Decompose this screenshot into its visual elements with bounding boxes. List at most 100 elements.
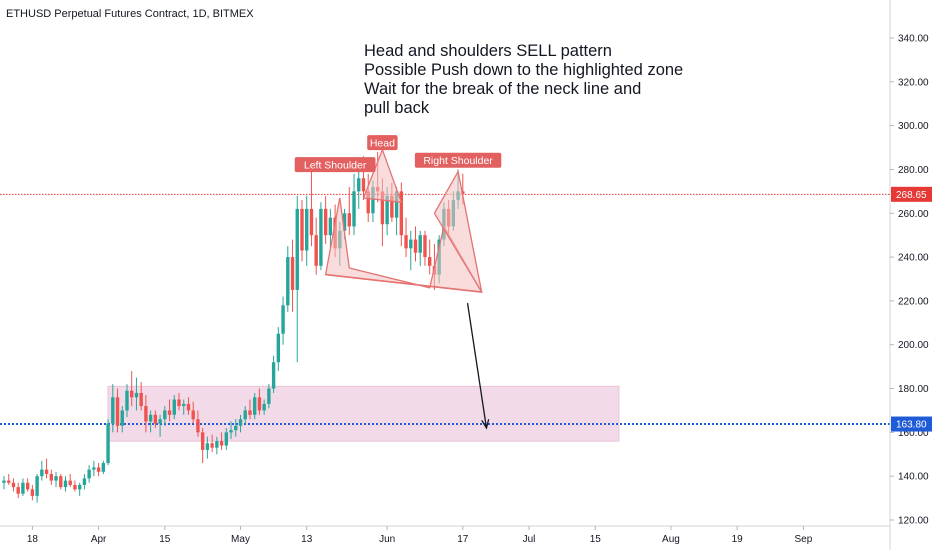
candle-body bbox=[328, 217, 333, 236]
candle-body bbox=[248, 410, 252, 415]
y-tick-label: 120.00 bbox=[898, 516, 929, 527]
right-shoulder-shape bbox=[433, 169, 483, 293]
candle-body bbox=[30, 489, 35, 496]
note-line: Possible Push down to the highlighted zo… bbox=[364, 61, 684, 79]
candle-body bbox=[139, 392, 143, 407]
candle-body bbox=[224, 432, 229, 446]
candle-body bbox=[361, 178, 366, 192]
candle-body bbox=[130, 390, 134, 398]
candle-body bbox=[243, 410, 247, 420]
candle-body bbox=[96, 467, 101, 472]
y-tick-label: 240.00 bbox=[898, 253, 929, 264]
candle-body bbox=[323, 208, 328, 236]
target-price-tag: 163.80 bbox=[896, 420, 927, 431]
candle-body bbox=[352, 191, 356, 227]
candle-body bbox=[77, 484, 82, 490]
candle-body bbox=[404, 235, 408, 249]
candle-body bbox=[205, 443, 210, 450]
candle-body bbox=[2, 480, 6, 483]
candle-body bbox=[163, 410, 167, 420]
candle-body bbox=[54, 476, 58, 481]
candle-body bbox=[357, 178, 361, 192]
x-tick-label: Jun bbox=[379, 534, 395, 545]
candle-body bbox=[281, 305, 285, 334]
candle-body bbox=[219, 441, 224, 446]
candle-body bbox=[101, 463, 106, 472]
candle-body bbox=[87, 469, 91, 479]
candle-body bbox=[82, 478, 87, 485]
candle-body bbox=[40, 469, 44, 477]
y-tick-label: 280.00 bbox=[898, 165, 929, 176]
candle-body bbox=[314, 235, 318, 266]
candle-body bbox=[35, 476, 39, 496]
x-tick-label: 17 bbox=[457, 534, 469, 545]
candle-body bbox=[409, 239, 413, 249]
candle-body bbox=[342, 213, 347, 231]
y-tick-label: 340.00 bbox=[898, 34, 929, 45]
candle-body bbox=[191, 410, 195, 420]
candle-body bbox=[73, 484, 77, 490]
candle-body bbox=[309, 208, 314, 236]
x-tick-label: Sep bbox=[794, 534, 812, 545]
candle-body bbox=[210, 443, 214, 448]
candle-body bbox=[49, 473, 53, 481]
x-tick-label: 15 bbox=[159, 534, 171, 545]
candle-body bbox=[92, 467, 96, 470]
candle-body bbox=[262, 403, 266, 411]
candle-body bbox=[271, 362, 276, 389]
candle-body bbox=[428, 257, 432, 266]
candle-body bbox=[385, 195, 389, 225]
candle-body bbox=[11, 482, 16, 488]
x-tick-label: 15 bbox=[590, 534, 602, 545]
candle-body bbox=[106, 423, 110, 464]
candle-body bbox=[148, 414, 153, 422]
candles-layer bbox=[2, 151, 465, 503]
y-tick-label: 260.00 bbox=[898, 209, 929, 220]
candle-body bbox=[267, 388, 271, 404]
candle-body bbox=[115, 397, 120, 426]
highlight-zone-layer bbox=[107, 385, 620, 442]
note-line: pull back bbox=[364, 99, 430, 117]
projection-arrow-shaft bbox=[466, 303, 488, 429]
candle-body bbox=[68, 480, 72, 485]
y-tick-label: 200.00 bbox=[898, 340, 929, 351]
candle-body bbox=[286, 257, 290, 306]
candle-body bbox=[290, 257, 295, 290]
pattern-label-bg bbox=[414, 152, 502, 168]
last-price-tag: 268.65 bbox=[896, 190, 927, 201]
candle-body bbox=[158, 419, 162, 424]
note-line: Head and shoulders SELL pattern bbox=[364, 42, 612, 60]
pattern-label: Right Shoulder bbox=[423, 155, 493, 167]
analysis-note: Head and shoulders SELL pattern Possible… bbox=[364, 42, 683, 118]
x-tick-label: Apr bbox=[91, 534, 107, 545]
candle-body bbox=[167, 410, 172, 415]
last-price-tag-bg bbox=[891, 186, 932, 202]
candle-body bbox=[423, 235, 427, 258]
candle-body bbox=[153, 414, 158, 424]
y-tick-label: 320.00 bbox=[898, 77, 929, 88]
candle-body bbox=[347, 213, 351, 227]
candle-body bbox=[59, 476, 63, 488]
candle-body bbox=[125, 390, 129, 411]
candle-body bbox=[276, 333, 281, 363]
x-tick-label: 13 bbox=[301, 534, 313, 545]
pattern-label: Left Shoulder bbox=[304, 160, 367, 172]
head-shape bbox=[362, 147, 403, 204]
candle-body bbox=[25, 482, 30, 490]
candle-body bbox=[16, 487, 20, 494]
x-tick-label: 18 bbox=[27, 534, 39, 545]
candle-body bbox=[200, 432, 205, 450]
candle-body bbox=[134, 392, 139, 398]
candle-body bbox=[234, 425, 238, 431]
candle-body bbox=[238, 419, 243, 426]
candle-body bbox=[229, 430, 233, 433]
neckline bbox=[325, 273, 482, 293]
y-tick-label: 180.00 bbox=[898, 384, 929, 395]
candle-body bbox=[177, 399, 181, 407]
candle-body bbox=[144, 406, 148, 422]
y-tick-label: 220.00 bbox=[898, 296, 929, 307]
pattern-label-bg bbox=[367, 135, 398, 151]
candle-body bbox=[44, 469, 49, 474]
